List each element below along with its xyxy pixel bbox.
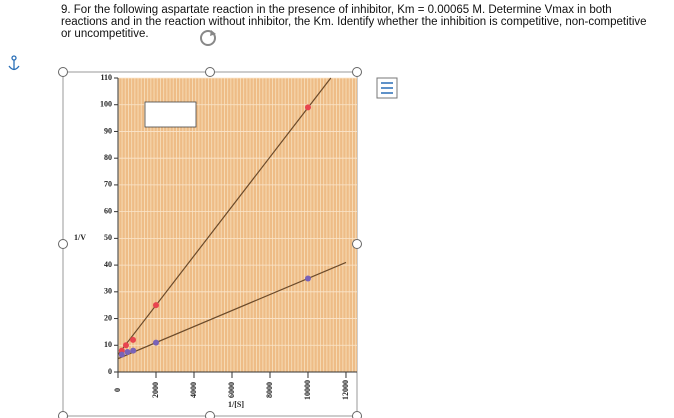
- x-axis-label: 1/[S]: [228, 400, 244, 409]
- y-tick-label: 80: [104, 153, 112, 162]
- data-point: [304, 275, 311, 282]
- y-tick-label: 110: [100, 73, 112, 82]
- x-tick-label: 8000: [265, 382, 274, 398]
- y-tick-label: 40: [104, 260, 112, 269]
- data-point: [130, 336, 137, 343]
- data-point: [152, 339, 159, 346]
- x-tick-label: 10000: [303, 380, 312, 400]
- layout-options[interactable]: [376, 77, 398, 99]
- selection-handles[interactable]: [58, 67, 362, 418]
- question-line: or uncompetitive.: [61, 28, 149, 40]
- y-tick-label: 60: [104, 206, 112, 215]
- y-tick-label: 30: [104, 287, 112, 296]
- x-tick-label: 4000: [189, 382, 198, 398]
- question-line: reactions and in the reaction without in…: [61, 16, 647, 28]
- data-point: [304, 104, 311, 111]
- x-tick-label: 0: [113, 388, 122, 392]
- y-tick-label: 70: [104, 180, 112, 189]
- chart: 0 10 20 30 40 50 60 70 80 90 100 110 0 2000 4000 6000 80…: [74, 73, 357, 409]
- data-point: [118, 351, 125, 358]
- data-point: [130, 347, 137, 354]
- y-axis-label: 1/V: [74, 233, 86, 242]
- rotate-handle[interactable]: [200, 30, 216, 46]
- x-tick-label: 12000: [341, 380, 350, 400]
- y-tick-label: 10: [104, 340, 112, 349]
- legend-box: [144, 101, 197, 128]
- x-tick-label: 2000: [151, 382, 160, 398]
- y-tick-label: 20: [104, 313, 112, 322]
- question-line: 9. For the following aspartate reaction …: [61, 4, 612, 16]
- trend-line: [117, 77, 332, 355]
- y-tick-label: 100: [100, 100, 112, 109]
- y-tick-label: 50: [104, 233, 112, 242]
- question: 9. For the following aspartate reaction …: [61, 4, 647, 40]
- y-tick-label: 0: [108, 367, 112, 376]
- data-point: [122, 342, 129, 349]
- data-point: [124, 348, 131, 355]
- y-tick-label: 90: [104, 126, 112, 135]
- anchor-icon: [8, 55, 20, 71]
- data-point: [152, 302, 159, 309]
- x-tick-label: 6000: [227, 382, 236, 398]
